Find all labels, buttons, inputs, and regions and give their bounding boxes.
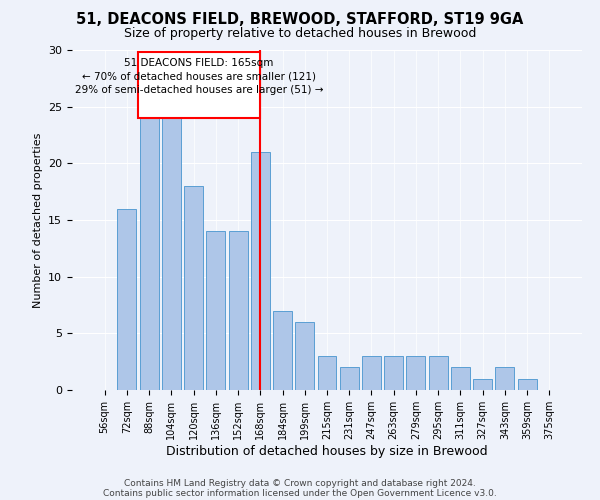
Bar (162, 106, 181, 390)
Text: 51 DEACONS FIELD: 165sqm: 51 DEACONS FIELD: 165sqm (124, 58, 274, 68)
Bar (429, 356, 448, 390)
Bar (317, 356, 337, 390)
Bar (340, 368, 359, 390)
Text: 29% of semi-detached houses are larger (51) →: 29% of semi-detached houses are larger (… (75, 85, 323, 95)
Bar (184, 186, 203, 390)
FancyBboxPatch shape (138, 52, 260, 118)
Text: Contains public sector information licensed under the Open Government Licence v3: Contains public sector information licen… (103, 488, 497, 498)
Bar (251, 152, 270, 390)
Bar (295, 322, 314, 390)
Bar (451, 368, 470, 390)
X-axis label: Distribution of detached houses by size in Brewood: Distribution of detached houses by size … (166, 444, 488, 458)
Bar (518, 378, 536, 390)
Bar (140, 118, 158, 390)
Y-axis label: Number of detached properties: Number of detached properties (32, 132, 43, 308)
Bar (273, 310, 292, 390)
Bar (229, 232, 248, 390)
Text: Contains HM Land Registry data © Crown copyright and database right 2024.: Contains HM Land Registry data © Crown c… (124, 478, 476, 488)
Bar (384, 356, 403, 390)
Bar (362, 356, 381, 390)
Bar (118, 208, 136, 390)
Bar (473, 378, 492, 390)
Text: 51, DEACONS FIELD, BREWOOD, STAFFORD, ST19 9GA: 51, DEACONS FIELD, BREWOOD, STAFFORD, ST… (76, 12, 524, 28)
Text: Size of property relative to detached houses in Brewood: Size of property relative to detached ho… (124, 28, 476, 40)
Text: ← 70% of detached houses are smaller (121): ← 70% of detached houses are smaller (12… (82, 72, 316, 82)
Bar (406, 356, 425, 390)
Bar (496, 368, 514, 390)
Bar (206, 232, 225, 390)
